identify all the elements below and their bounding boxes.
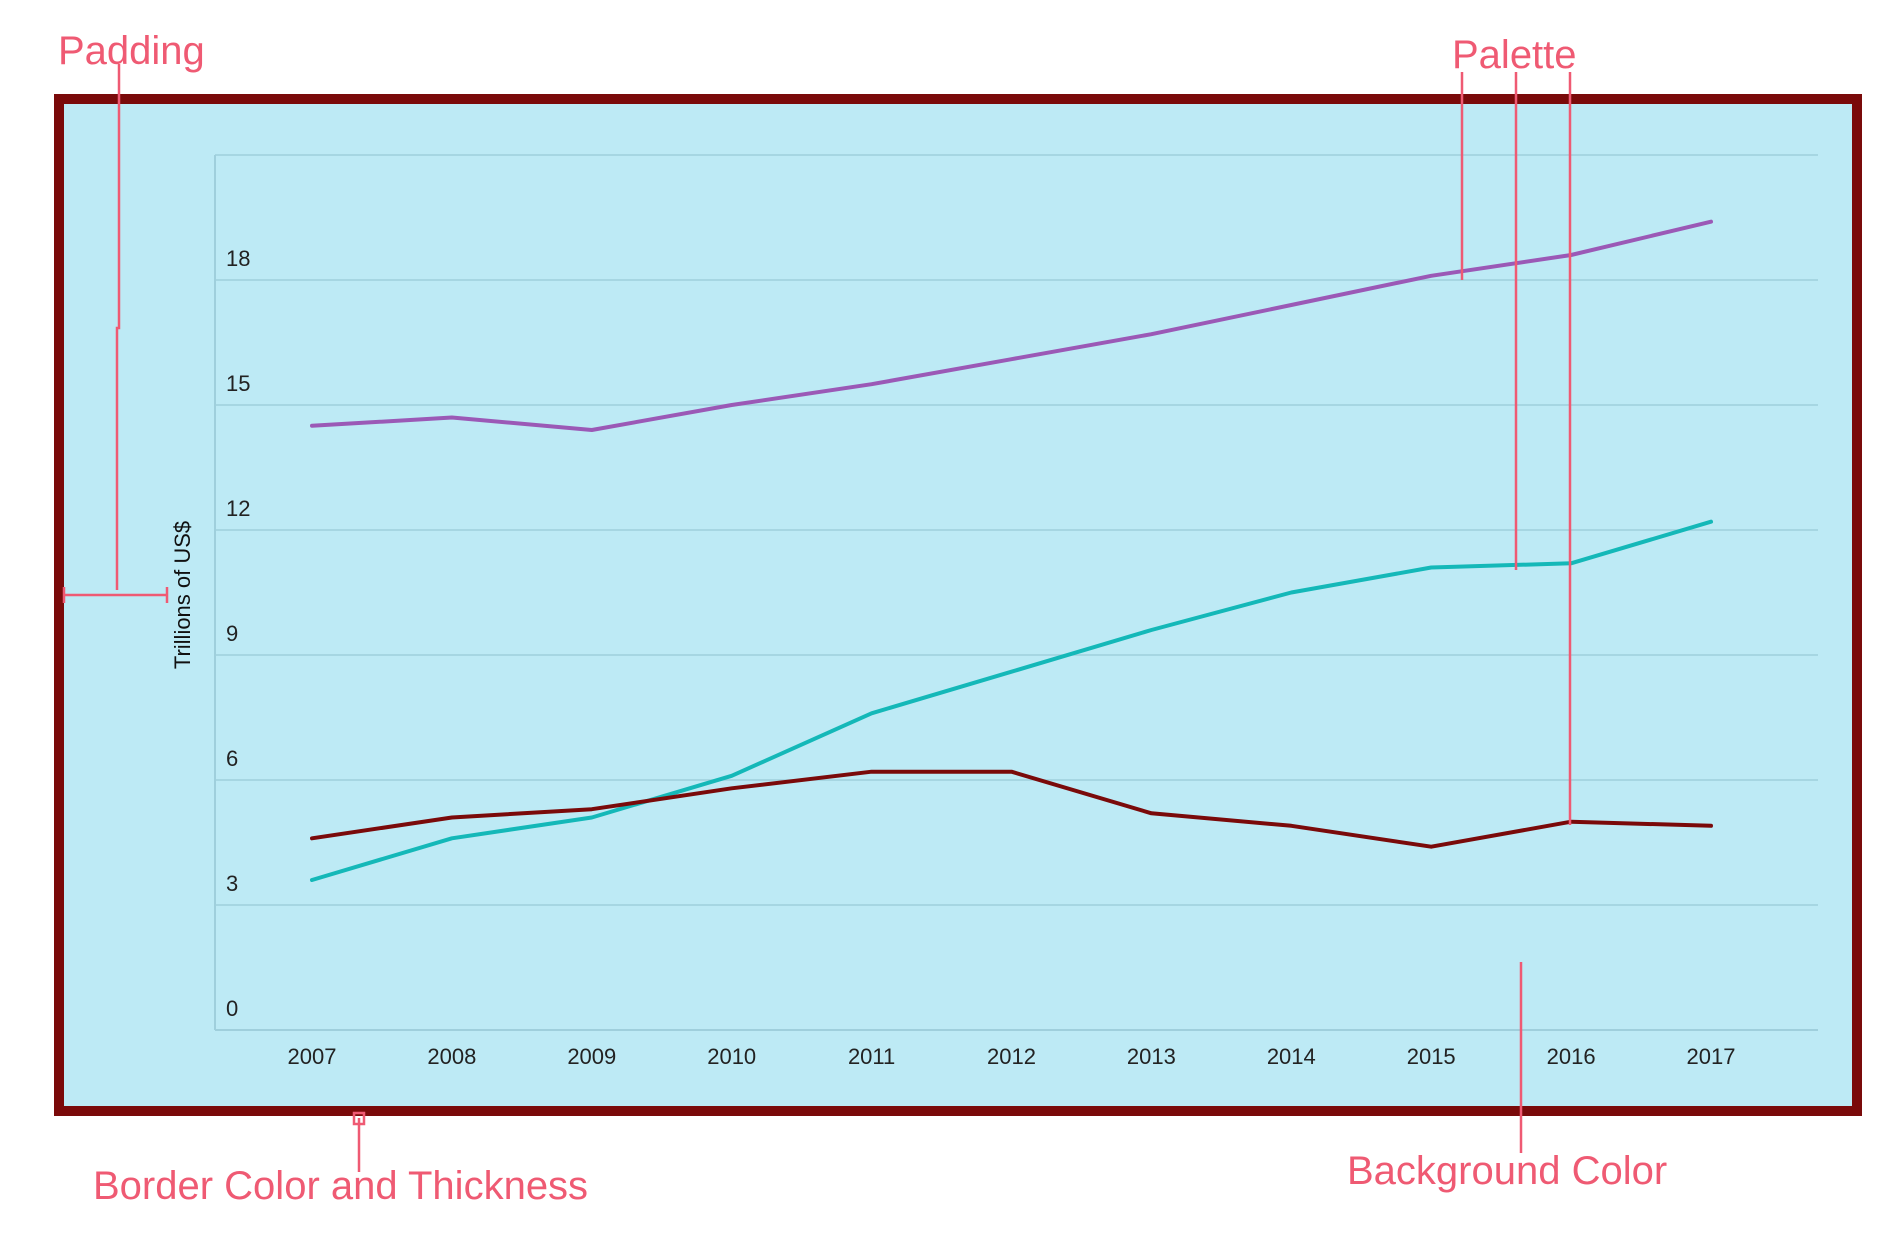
border-annotation: Border Color and Thickness [93, 1164, 588, 1208]
y-tick-label: 9 [226, 621, 238, 646]
x-tick-label: 2017 [1687, 1044, 1736, 1069]
gridlines [215, 154, 1818, 906]
x-tick-label: 2009 [567, 1044, 616, 1069]
y-tick-label: 3 [226, 871, 238, 896]
padding-measure [62, 587, 169, 603]
axes [214, 155, 1818, 1031]
x-tick-label: 2010 [707, 1044, 756, 1069]
x-tick-label: 2016 [1547, 1044, 1596, 1069]
padding-callout-line [115, 64, 121, 590]
chart-border [54, 94, 1862, 1116]
chart-background [62, 102, 1854, 1108]
y-tick-label: 0 [226, 996, 238, 1021]
x-tick-label: 2011 [848, 1044, 895, 1069]
y-tick-label: 18 [226, 246, 250, 271]
series-line-2 [310, 519, 1713, 882]
padding-annotation: Padding [58, 29, 205, 73]
x-tick-label: 2014 [1267, 1044, 1316, 1069]
palette-annotation: Palette [1452, 33, 1577, 77]
x-tick-label: 2007 [288, 1044, 337, 1069]
x-tick-label: 2015 [1407, 1044, 1456, 1069]
y-tick-label: 6 [226, 746, 238, 771]
callout-labels: Padding Palette Border Color and Thickne… [58, 29, 1667, 1208]
y-tick-label: 15 [226, 371, 250, 396]
y-axis-label: Trillions of US$ [170, 521, 195, 669]
y-tick-label: 12 [226, 496, 250, 521]
x-axis-ticks: 2007 2008 2009 2010 2011 2012 2013 2014 2015 2016… [288, 1044, 1736, 1069]
background-annotation: Background Color [1347, 1149, 1667, 1193]
series-line-3 [310, 769, 1713, 849]
x-tick-label: 2013 [1127, 1044, 1176, 1069]
series-lines [310, 219, 1713, 882]
border-measure [352, 1111, 366, 1126]
x-tick-label: 2008 [427, 1044, 476, 1069]
series-line-1 [310, 219, 1713, 432]
callout-lines [62, 64, 1572, 1172]
y-axis-ticks: 0 3 6 9 12 15 18 [226, 246, 250, 1021]
x-tick-label: 2012 [987, 1044, 1036, 1069]
